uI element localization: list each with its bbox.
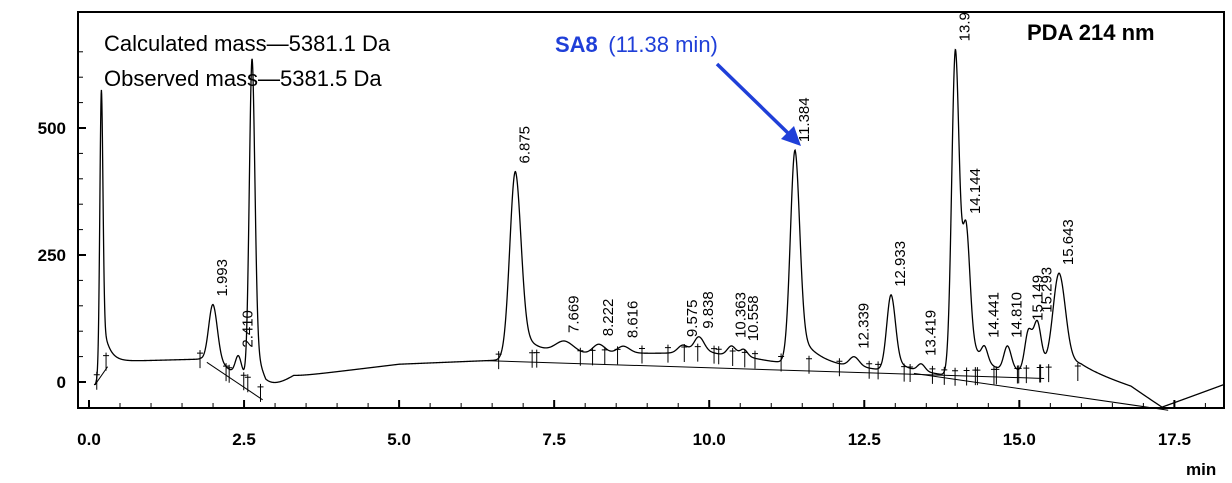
integration-marker bbox=[866, 360, 873, 379]
integration-marker bbox=[875, 361, 882, 380]
x-tick-label: 12.5 bbox=[848, 430, 881, 449]
integration-marker bbox=[240, 372, 247, 391]
peak-label: 1.993 bbox=[214, 259, 231, 297]
highlight-name: SA8 bbox=[555, 32, 598, 57]
integration-marker bbox=[806, 355, 813, 374]
peak-label: 7.669 bbox=[566, 295, 583, 333]
y-tick-label: 0 bbox=[57, 373, 66, 392]
x-tick-label: 5.0 bbox=[387, 430, 411, 449]
chromatogram-trace bbox=[93, 48, 1225, 408]
integration-marker bbox=[257, 383, 264, 402]
y-tick-label: 500 bbox=[38, 119, 66, 138]
peak-label: 14.441 bbox=[986, 292, 1003, 338]
highlight-arrow-shaft bbox=[715, 62, 792, 137]
peak-label: 15.149 bbox=[1030, 275, 1047, 321]
integration-marker bbox=[533, 349, 540, 368]
y-axis: 0 250 500 bbox=[38, 51, 86, 392]
annotations: Calculated mass—5381.1 Da Observed mass—… bbox=[104, 20, 1155, 146]
peak-label: 12.933 bbox=[892, 241, 909, 287]
peak-label: 13.9 bbox=[956, 12, 973, 41]
peak-label: 14.810 bbox=[1009, 292, 1026, 338]
integration-marker bbox=[963, 367, 970, 386]
calculated-mass-text: Calculated mass—5381.1 Da bbox=[104, 31, 391, 56]
integration-marker bbox=[929, 365, 936, 384]
integration-line bbox=[485, 360, 1045, 379]
x-tick-label: 2.5 bbox=[232, 430, 256, 449]
y-tick-label: 250 bbox=[38, 246, 66, 265]
peak-label: 13.419 bbox=[922, 310, 939, 356]
integration-marker bbox=[751, 350, 758, 369]
peak-label: 10.558 bbox=[745, 295, 762, 341]
highlight-time: (11.38 min) bbox=[608, 32, 718, 57]
integration-marker bbox=[1037, 364, 1044, 383]
integration-marker bbox=[103, 352, 110, 371]
peak-labels: 1.993 2.410 6.875 7.669 8.222 8.616 9.575 9.838… bbox=[214, 12, 1077, 356]
integration-marker bbox=[694, 343, 701, 362]
integration-marker bbox=[952, 367, 959, 386]
integration-marker bbox=[1023, 365, 1030, 384]
plot-frame bbox=[77, 11, 1225, 409]
observed-mass-text: Observed mass—5381.5 Da bbox=[104, 66, 382, 91]
peak-label: 14.144 bbox=[967, 168, 984, 214]
x-tick-label: 0.0 bbox=[77, 430, 101, 449]
integration-line bbox=[94, 366, 109, 385]
integration-marker bbox=[972, 367, 979, 386]
integration-marker bbox=[638, 345, 645, 364]
integration-marker bbox=[244, 374, 251, 393]
peak-label: 9.575 bbox=[684, 300, 701, 338]
detector-label: PDA 214 nm bbox=[1027, 20, 1155, 45]
highlight-label: SA8 (11.38 min) bbox=[555, 32, 718, 57]
x-axis-unit-label: min bbox=[1186, 460, 1216, 479]
peak-label: 15.293 bbox=[1039, 267, 1056, 313]
x-tick-label: 7.5 bbox=[542, 430, 566, 449]
integration-marker bbox=[993, 366, 1000, 385]
integration-line bbox=[206, 361, 263, 401]
integration-baselines bbox=[93, 343, 1169, 411]
integration-marker bbox=[836, 358, 843, 377]
peak-label: 6.875 bbox=[516, 126, 533, 164]
highlight-arrow-head bbox=[781, 126, 801, 146]
peak-label: 11.384 bbox=[796, 97, 813, 142]
x-tick-label: 10.0 bbox=[693, 430, 726, 449]
peak-label: 9.838 bbox=[700, 291, 717, 329]
integration-marker bbox=[711, 345, 718, 364]
integration-marker bbox=[729, 347, 736, 366]
integration-marker bbox=[715, 346, 722, 365]
integration-line bbox=[913, 372, 1169, 411]
x-axis: 0.0 2.5 5.0 7.5 10.0 12.5 15.0 17.5 bbox=[77, 400, 1206, 449]
x-tick-label: 17.5 bbox=[1158, 430, 1191, 449]
integration-marker bbox=[1074, 362, 1081, 381]
peak-label: 15.643 bbox=[1060, 219, 1077, 265]
integration-marker bbox=[681, 343, 688, 362]
peak-label: 8.616 bbox=[624, 301, 641, 339]
peak-label: 12.339 bbox=[855, 303, 872, 349]
peak-label: 2.410 bbox=[239, 310, 256, 348]
peak-label: 10.363 bbox=[733, 292, 750, 338]
peak-label: 8.222 bbox=[600, 299, 617, 337]
x-tick-label: 15.0 bbox=[1003, 430, 1036, 449]
integration-marker bbox=[1045, 364, 1052, 383]
